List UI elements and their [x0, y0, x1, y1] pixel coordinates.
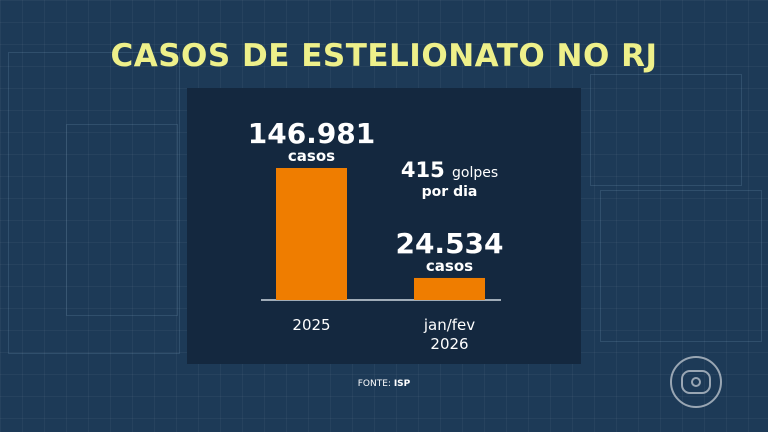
source-name: ISP [393, 379, 411, 389]
bar [276, 168, 347, 300]
logo-dot [691, 377, 701, 387]
chart-panel: 146.981 casos 2025 24.534 casos jan/fev 2026 41… [187, 88, 581, 364]
annotation-rate-line2: por dia [422, 184, 478, 200]
chart-title: CASOS DE ESTELIONATO NO RJ [110, 38, 658, 74]
annotation-rate: 415 golpes [401, 158, 498, 182]
bar [414, 277, 485, 300]
bar-chart: 146.981casos202524.534casosjan/fev202641… [248, 117, 504, 353]
x-tick-label: 2026 [430, 335, 468, 353]
background-frame [600, 190, 762, 342]
bar-value-unit: casos [288, 147, 335, 165]
tv-globo-logo-icon [670, 356, 722, 408]
bar-value-label: 146.981 [248, 117, 376, 150]
logo-screen [681, 370, 711, 394]
background-frame [8, 52, 180, 354]
x-tick-label: jan/fev [423, 316, 475, 334]
source-credit: FONTE: ISP [0, 379, 768, 389]
background-frame [66, 124, 178, 316]
bar-value-unit: casos [426, 257, 473, 275]
source-prefix: FONTE: [357, 379, 391, 389]
bar-value-label: 24.534 [395, 227, 503, 260]
background-frame [590, 74, 742, 186]
x-tick-label: 2025 [292, 316, 330, 334]
